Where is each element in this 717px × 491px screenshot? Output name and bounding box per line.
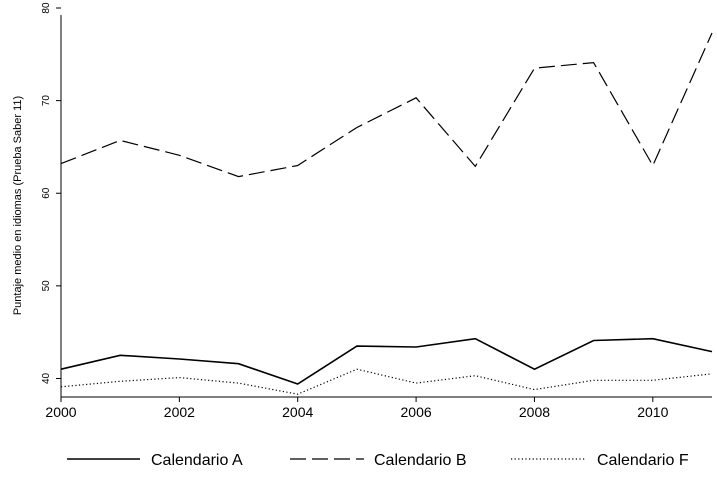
- series-line-3: [60, 368, 713, 395]
- y-tick-label: 60: [41, 187, 52, 199]
- legend-label-3: Calendario F: [597, 452, 689, 469]
- x-tick-label: 2004: [282, 404, 313, 420]
- legend-label-1: Calendario A: [151, 452, 243, 469]
- legend-label-2: Calendario B: [374, 452, 467, 469]
- y-tick-label: 40: [41, 372, 52, 384]
- series-line-1: [60, 337, 713, 385]
- x-tick-label: 2000: [45, 404, 76, 420]
- series-line-2: [60, 32, 713, 178]
- plot-area: 40 50 60 70 80 2000 2002 2004 2006 2008 2010: [41, 2, 713, 420]
- y-tick-label: 70: [41, 95, 52, 107]
- x-ticks: 2000 2002 2004 2006 2008 2010: [45, 397, 669, 420]
- y-axis-label: Puntaje medio en idiomas (Prueba Saber 1…: [12, 96, 24, 315]
- x-tick-label: 2008: [519, 404, 550, 420]
- y-tick-label: 50: [41, 280, 52, 292]
- x-tick-label: 2002: [164, 404, 195, 420]
- x-tick-label: 2006: [401, 404, 432, 420]
- legend: Calendario A Calendario B Calendario F: [67, 452, 689, 469]
- y-tick-label: 80: [41, 2, 52, 14]
- y-ticks: 40 50 60 70 80: [41, 2, 61, 384]
- x-tick-label: 2010: [637, 404, 668, 420]
- series-lines: [60, 32, 713, 395]
